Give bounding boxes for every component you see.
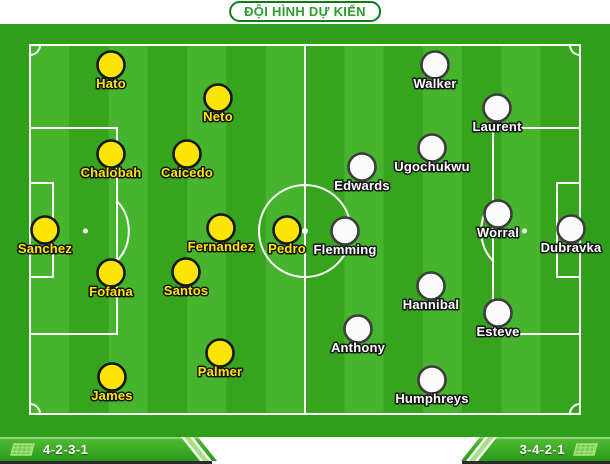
penalty-spot-right — [522, 228, 527, 234]
player-marker — [416, 271, 446, 301]
player-name: Hannibal — [403, 297, 460, 312]
banner-left-shadow — [0, 461, 212, 464]
formation-left: 4-2-3-1 — [43, 441, 89, 457]
player-name: Santos — [164, 283, 209, 298]
player-marker — [203, 83, 233, 113]
player: Hannibal — [401, 271, 461, 314]
player: Walker — [412, 50, 458, 93]
player-name: Fernandez — [188, 239, 255, 254]
player-marker — [206, 213, 236, 243]
player: Pedro — [267, 215, 307, 258]
title-badge: ĐỘI HÌNH DỰ KIẾN — [229, 1, 381, 22]
player-marker — [483, 199, 513, 229]
player-marker — [172, 139, 202, 169]
player: Chalobah — [79, 139, 143, 182]
player: Palmer — [196, 338, 244, 381]
pitch-stripe — [69, 45, 109, 414]
player-marker — [420, 50, 450, 80]
player-name: Palmer — [198, 364, 243, 379]
player-name: Ugochukwu — [394, 159, 469, 174]
pitch-stripe — [147, 45, 188, 414]
penalty-arc-left — [116, 200, 130, 262]
player: Anthony — [329, 314, 387, 357]
player-marker — [556, 214, 586, 244]
pitch-svg: Sanchez Hato Chalobah Fofana James Caicedo San… — [0, 24, 610, 437]
player-marker — [96, 139, 126, 169]
player-name: Humphreys — [395, 391, 468, 406]
player-marker — [272, 215, 302, 245]
player: Dubravka — [539, 214, 603, 257]
player-name: Pedro — [268, 241, 306, 256]
player: Worral — [475, 199, 520, 242]
player: Hato — [95, 50, 127, 93]
player: Esteve — [475, 298, 521, 341]
player-name: James — [91, 388, 132, 403]
player: Neto — [202, 83, 234, 126]
center-spot — [302, 228, 308, 234]
player-marker — [482, 93, 512, 123]
player-marker — [205, 338, 235, 368]
pitch-icon — [10, 442, 35, 456]
banner-right-shadow — [462, 461, 610, 464]
player-marker — [417, 133, 447, 163]
pitch-icon — [573, 442, 598, 456]
pitch-stripes — [30, 45, 580, 414]
footer-bar: 4-2-3-1 3-4-2-1 — [0, 437, 610, 464]
formation-label-left: 4-2-3-1 — [10, 437, 88, 461]
player-name: Edwards — [334, 178, 390, 193]
player: Ugochukwu — [393, 133, 471, 176]
player-name: Chalobah — [81, 165, 142, 180]
player-name: Dubravka — [541, 240, 602, 255]
player-marker — [96, 50, 126, 80]
player-name: Worral — [477, 225, 519, 240]
player: Edwards — [333, 152, 391, 195]
player-name: Caicedo — [161, 165, 213, 180]
player-name: Sanchez — [18, 241, 72, 256]
corner-arc-top-right — [569, 44, 581, 56]
player-marker — [171, 257, 201, 287]
player: Flemming — [312, 216, 378, 259]
player-marker — [483, 298, 513, 328]
player: Fernandez — [186, 213, 256, 256]
player: James — [90, 362, 134, 405]
player-name: Laurent — [472, 119, 522, 134]
player: Sanchez — [16, 215, 74, 258]
formation-right: 3-4-2-1 — [519, 441, 565, 457]
player-name: Walker — [413, 76, 456, 91]
team-right-players: Dubravka Laurent Worral Esteve Walker Ugochuk… — [312, 50, 603, 408]
formation-label-right: 3-4-2-1 — [520, 437, 598, 461]
player: Laurent — [471, 93, 523, 136]
player-marker — [330, 216, 360, 246]
pitch-spots — [83, 228, 527, 234]
player-marker — [97, 362, 127, 392]
corner-arc-top-left — [29, 44, 41, 56]
player: Santos — [162, 257, 210, 300]
header-bar: ĐỘI HÌNH DỰ KIẾN — [0, 0, 610, 24]
penalty-spot-left — [83, 228, 88, 234]
player-marker — [347, 152, 377, 182]
player: Fofana — [88, 258, 135, 301]
pitch-stripe — [422, 45, 463, 414]
football-pitch: Sanchez Hato Chalobah Fofana James Caicedo San… — [0, 24, 610, 437]
player-name: Flemming — [314, 242, 377, 257]
player: Humphreys — [394, 365, 470, 408]
player-marker — [417, 365, 447, 395]
corner-arc-bottom-right — [569, 403, 581, 415]
player-name: Esteve — [476, 324, 519, 339]
corner-arc-bottom-left — [29, 403, 41, 415]
pitch-stripe — [383, 45, 423, 414]
player-marker — [343, 314, 373, 344]
player-marker — [30, 215, 60, 245]
player: Caicedo — [160, 139, 214, 182]
player-name: Neto — [203, 109, 233, 124]
page-title: ĐỘI HÌNH DỰ KIẾN — [244, 4, 366, 19]
team-left-players: Sanchez Hato Chalobah Fofana James Caicedo San… — [16, 50, 307, 405]
player-name: Anthony — [331, 340, 386, 355]
player-name: Fofana — [89, 284, 133, 299]
player-name: Hato — [96, 76, 126, 91]
formation-banner-left — [0, 437, 200, 461]
player-marker — [96, 258, 126, 288]
